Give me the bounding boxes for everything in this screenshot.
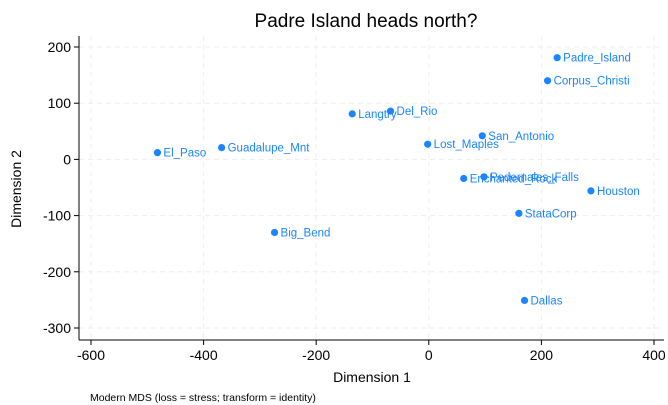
grid-lines <box>79 36 664 340</box>
data-point <box>386 107 395 115</box>
data-label: Houston <box>597 186 640 198</box>
data-label: El_Paso <box>163 148 206 160</box>
chart-note: Modern MDS (loss = stress; transform = i… <box>90 392 316 404</box>
data-point <box>218 143 226 152</box>
data-point <box>348 110 356 118</box>
data-point <box>553 54 561 62</box>
data-label: Guadalupe_Mnt <box>228 143 311 155</box>
y-tick-label: -100 <box>43 208 71 224</box>
data-point <box>460 174 468 183</box>
y-tick-label: 100 <box>48 95 72 111</box>
data-label: Big_Bend <box>281 227 331 239</box>
data-label: San_Antonio <box>488 131 554 143</box>
axes: -600 -400 -200 0 200 400 -300 -200 -100 0 100 200 <box>43 36 666 363</box>
x-tick-label: 400 <box>642 347 666 363</box>
data-label: Enchanted_Rock <box>470 174 558 186</box>
data-label: Dallas <box>531 295 563 307</box>
y-tick-label: 0 <box>63 151 71 167</box>
x-tick-label: 0 <box>425 347 433 363</box>
data-label: Lost_Maples <box>434 139 499 151</box>
data-points <box>153 54 595 305</box>
y-tick-label: -300 <box>43 320 71 336</box>
x-tick-label: -400 <box>190 347 218 363</box>
data-point <box>424 140 432 148</box>
data-label: Pedernales_Falls <box>490 172 579 184</box>
x-axis-title: Dimension 1 <box>333 369 411 385</box>
x-tick-label: -200 <box>302 347 330 363</box>
data-label: StataCorp <box>525 208 577 220</box>
data-point <box>587 187 595 195</box>
data-point <box>520 296 529 305</box>
data-point <box>515 209 523 217</box>
x-tick-label: 200 <box>530 347 554 363</box>
y-tick-label: 200 <box>48 39 72 55</box>
chart-title: Padre Island heads north? <box>255 11 478 32</box>
data-label: Padre_Island <box>563 53 631 65</box>
data-label: Del_Rio <box>397 106 438 118</box>
data-label: Langtry <box>358 109 397 121</box>
data-point <box>270 228 279 237</box>
data-point <box>480 173 488 181</box>
x-tick-label: -600 <box>77 347 105 363</box>
data-point <box>543 77 552 85</box>
data-point <box>478 132 486 140</box>
point-labels: Padre_Island Corpus_Christi Del_RioLangtry… <box>163 53 639 308</box>
data-point <box>153 149 162 157</box>
data-label: Corpus_Christi <box>554 76 630 88</box>
y-tick-label: -200 <box>43 264 71 280</box>
y-axis-title: Dimension 2 <box>8 150 24 228</box>
